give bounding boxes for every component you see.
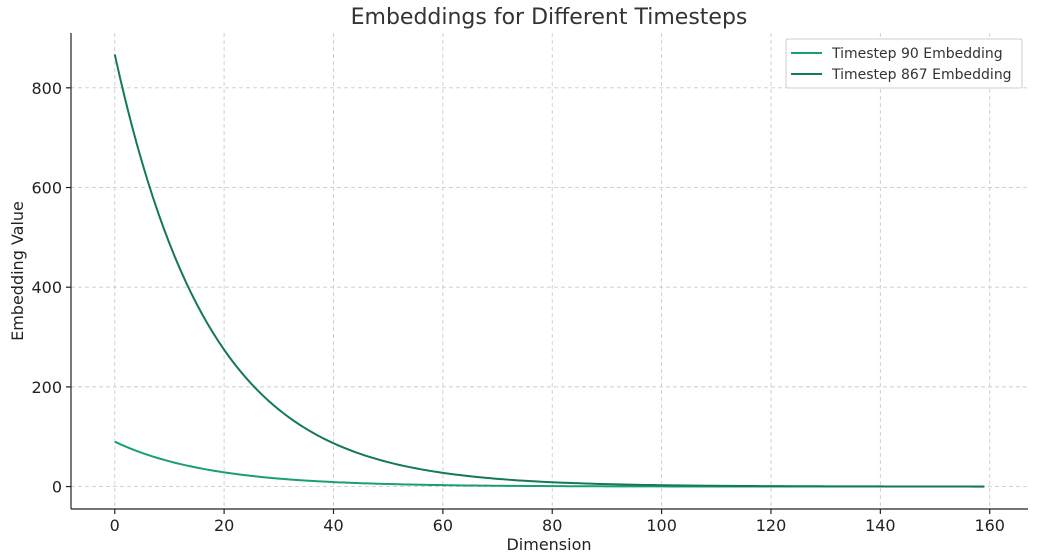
x-axis-label: Dimension bbox=[506, 535, 591, 554]
x-tick-label-160: 160 bbox=[974, 516, 1005, 535]
x-tick-label-20: 20 bbox=[214, 516, 234, 535]
x-tick-label-100: 100 bbox=[646, 516, 677, 535]
x-tick-label-40: 40 bbox=[323, 516, 343, 535]
legend-label-timestep-90: Timestep 90 Embedding bbox=[831, 46, 1003, 62]
y-tick-label-200: 200 bbox=[31, 378, 62, 397]
x-ticks: 0 20 40 60 80 100 120 140 160 bbox=[110, 509, 1005, 535]
x-tick-label-0: 0 bbox=[110, 516, 120, 535]
series-line-0 bbox=[114, 440, 985, 488]
chart-title: Embeddings for Different Timesteps bbox=[351, 5, 748, 30]
y-ticks: 0 200 400 600 800 bbox=[31, 79, 71, 497]
legend-label-timestep-867: Timestep 867 Embedding bbox=[831, 67, 1012, 83]
y-tick-label-600: 600 bbox=[31, 179, 62, 198]
y-tick-label-0: 0 bbox=[52, 478, 62, 497]
x-tick-label-80: 80 bbox=[542, 516, 562, 535]
x-tick-label-120: 120 bbox=[756, 516, 787, 535]
y-tick-label-800: 800 bbox=[31, 79, 62, 98]
grid-lines bbox=[71, 33, 1028, 509]
x-tick-label-140: 140 bbox=[865, 516, 896, 535]
series-lines bbox=[113, 54, 985, 488]
x-tick-label-60: 60 bbox=[433, 516, 453, 535]
series-line-1 bbox=[113, 54, 985, 488]
axes bbox=[70, 33, 1028, 510]
y-axis-label: Embedding Value bbox=[8, 201, 27, 341]
y-tick-label-400: 400 bbox=[31, 278, 62, 297]
legend-box bbox=[785, 38, 1023, 89]
legend: Timestep 90 Embedding Timestep 867 Embed… bbox=[785, 38, 1023, 89]
